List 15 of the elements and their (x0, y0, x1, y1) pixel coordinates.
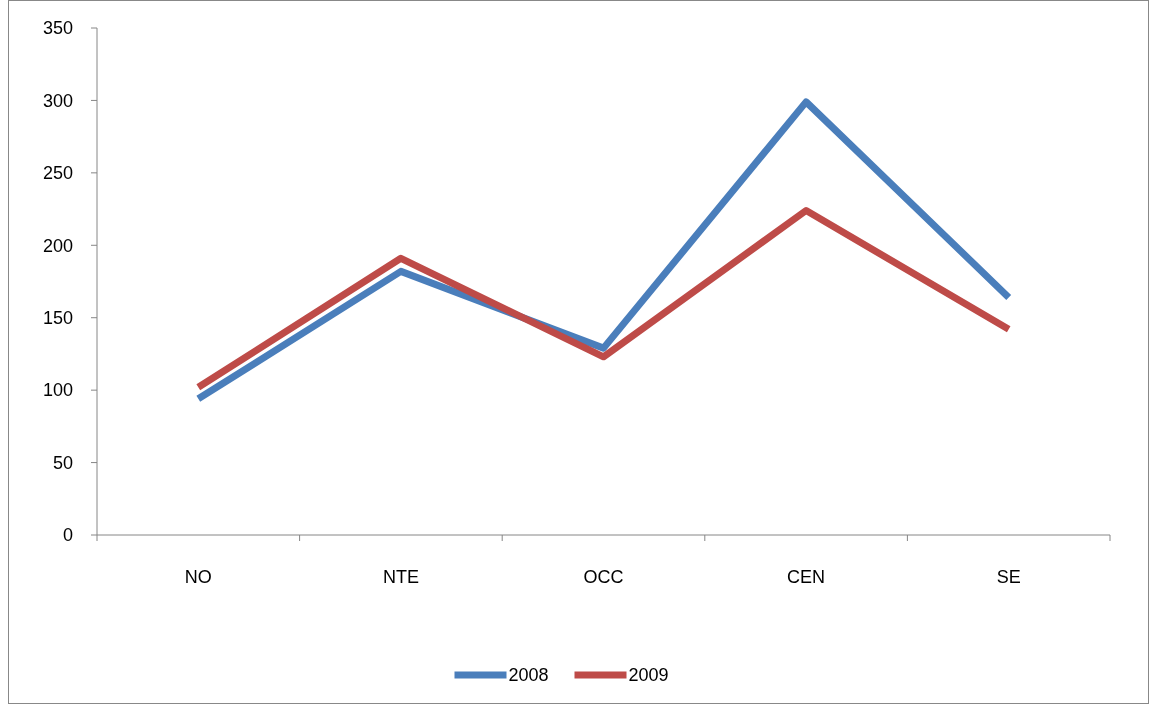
x-tick-label: CEN (787, 567, 826, 587)
y-tick-label: 150 (42, 308, 73, 329)
x-tick-label: OCC (583, 567, 624, 587)
x-tick-label: SE (996, 567, 1021, 587)
y-tick-label: 250 (42, 163, 73, 184)
legend-label: 2008 (508, 665, 549, 686)
y-tick-label: 50 (52, 452, 73, 473)
y-tick-label: 0 (62, 525, 73, 546)
legend-label: 2009 (628, 665, 669, 686)
y-tick-label: 300 (42, 90, 73, 111)
x-tick-label: NTE (382, 567, 419, 587)
y-tick-label: 100 (42, 380, 73, 401)
x-tick-label: NO (184, 567, 212, 587)
y-tick-label: 350 (42, 18, 73, 39)
y-tick-label: 200 (42, 235, 73, 256)
